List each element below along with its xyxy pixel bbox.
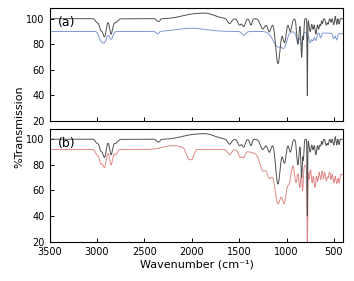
Text: %Transmission: %Transmission — [14, 85, 24, 168]
Text: (b): (b) — [58, 137, 76, 150]
Text: (a): (a) — [58, 16, 76, 29]
X-axis label: Wavenumber (cm⁻¹): Wavenumber (cm⁻¹) — [139, 259, 253, 269]
